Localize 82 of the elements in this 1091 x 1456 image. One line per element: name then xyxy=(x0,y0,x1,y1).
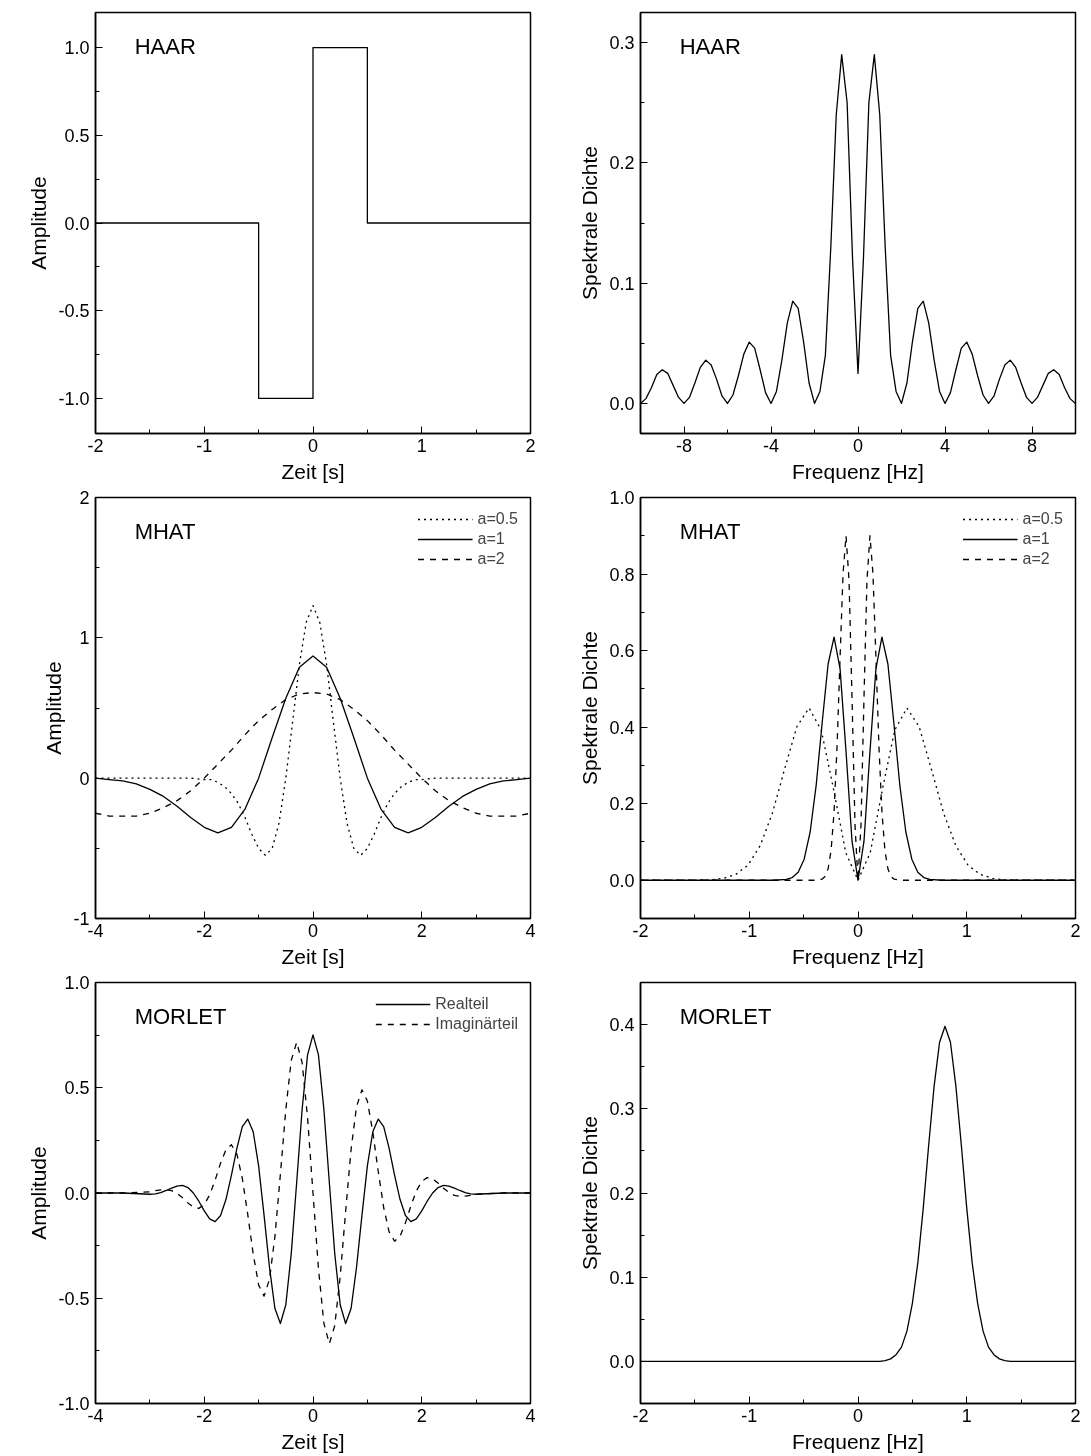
x-axis-title: Zeit [s] xyxy=(281,1429,345,1453)
y-tick-label: 0.6 xyxy=(609,641,635,662)
y-tick-label: 0.1 xyxy=(609,273,635,294)
y-tick-label: 1.0 xyxy=(64,38,90,59)
y-tick-label: 1.0 xyxy=(609,488,635,508)
x-tick-label: -1 xyxy=(741,920,758,941)
y-tick-label: 0.8 xyxy=(609,564,635,585)
y-tick-label: -0.5 xyxy=(58,301,90,322)
text: HAAR xyxy=(134,33,196,59)
x-tick-label: 1 xyxy=(961,920,972,941)
y-tick-label: 0.0 xyxy=(609,870,635,891)
x-tick-label: -8 xyxy=(676,435,693,456)
x-axis-title: Zeit [s] xyxy=(281,459,345,483)
x-tick-label: -1 xyxy=(196,435,213,456)
x-tick-label: 2 xyxy=(416,1405,427,1426)
y-tick-label: 0.0 xyxy=(64,213,90,234)
x-tick-label: 4 xyxy=(939,435,951,456)
legend-label: a=2 xyxy=(477,550,505,568)
x-tick-label: -2 xyxy=(632,920,649,941)
y-tick-label: 0.2 xyxy=(609,1183,635,1204)
legend-label: a=1 xyxy=(1022,530,1050,548)
text: MORLET xyxy=(134,1003,227,1029)
legend-label: Imaginärteil xyxy=(435,1015,518,1033)
x-tick-label: 4 xyxy=(525,920,536,941)
legend-label: a=0.5 xyxy=(1022,510,1063,528)
y-tick-label: 2 xyxy=(79,488,90,508)
x-axis-title: Zeit [s] xyxy=(281,944,345,968)
x-tick-label: 8 xyxy=(1026,435,1038,456)
legend-label: Realteil xyxy=(435,995,489,1013)
x-tick-label: -2 xyxy=(196,920,213,941)
x-tick-label: 0 xyxy=(852,920,864,941)
y-axis-title: Amplitude xyxy=(27,1146,51,1240)
x-tick-label: 0 xyxy=(307,435,319,456)
x-tick-label: 0 xyxy=(307,920,319,941)
x-tick-label: -1 xyxy=(741,1405,758,1426)
x-tick-label: -2 xyxy=(87,435,104,456)
y-tick-label: 0.2 xyxy=(609,153,635,174)
x-tick-label: 4 xyxy=(525,1405,536,1426)
y-axis-title: Spektrale Dichte xyxy=(578,145,602,301)
y-tick-label: 0.4 xyxy=(609,717,635,738)
y-tick-label: 0.5 xyxy=(64,125,90,146)
y-tick-label: 0.2 xyxy=(609,794,635,815)
legend-label: a=0.5 xyxy=(477,510,518,528)
y-tick-label: 0.0 xyxy=(609,1351,635,1372)
y-tick-label: 0 xyxy=(79,768,90,789)
x-tick-label: 0 xyxy=(852,435,864,456)
x-tick-label: 1 xyxy=(961,1405,972,1426)
y-axis-title: Spektrale Dichte xyxy=(578,1115,602,1271)
y-tick-label: 1 xyxy=(79,628,90,649)
x-tick-label: 2 xyxy=(1070,1405,1081,1426)
x-axis-title: Frequenz [Hz] xyxy=(792,459,924,483)
x-tick-label: 1 xyxy=(416,435,427,456)
y-tick-label: 1.0 xyxy=(64,973,90,993)
text: MHAT xyxy=(134,518,196,544)
y-tick-label: 0.3 xyxy=(609,33,635,54)
y-tick-label: 0.4 xyxy=(609,1015,635,1036)
x-tick-label: 2 xyxy=(525,435,536,456)
y-tick-label: 0.1 xyxy=(609,1267,635,1288)
y-axis-title: Amplitude xyxy=(42,661,66,755)
y-tick-label: -0.5 xyxy=(58,1288,90,1309)
y-tick-label: 0.5 xyxy=(64,1078,90,1099)
x-axis-title: Frequenz [Hz] xyxy=(792,1429,924,1453)
y-tick-label: -1.0 xyxy=(58,1394,90,1414)
legend-label: a=1 xyxy=(477,530,505,548)
x-tick-label: -4 xyxy=(763,435,780,456)
y-tick-label: 0.0 xyxy=(64,1183,90,1204)
x-tick-label: 2 xyxy=(416,920,427,941)
x-tick-label: -2 xyxy=(632,1405,649,1426)
x-tick-label: 0 xyxy=(852,1405,864,1426)
y-tick-label: -1.0 xyxy=(58,388,90,409)
x-tick-label: 2 xyxy=(1070,920,1081,941)
text: HAAR xyxy=(679,33,741,59)
x-tick-label: 0 xyxy=(307,1405,319,1426)
y-axis-title: Spektrale Dichte xyxy=(578,630,602,786)
text: MHAT xyxy=(679,518,741,544)
x-axis-title: Frequenz [Hz] xyxy=(792,944,924,968)
x-tick-label: -2 xyxy=(196,1405,213,1426)
y-tick-label: 0.0 xyxy=(609,393,635,414)
y-axis-title: Amplitude xyxy=(27,176,51,270)
y-tick-label: 0.3 xyxy=(609,1099,635,1120)
legend-label: a=2 xyxy=(1022,550,1050,568)
text: MORLET xyxy=(679,1003,772,1029)
